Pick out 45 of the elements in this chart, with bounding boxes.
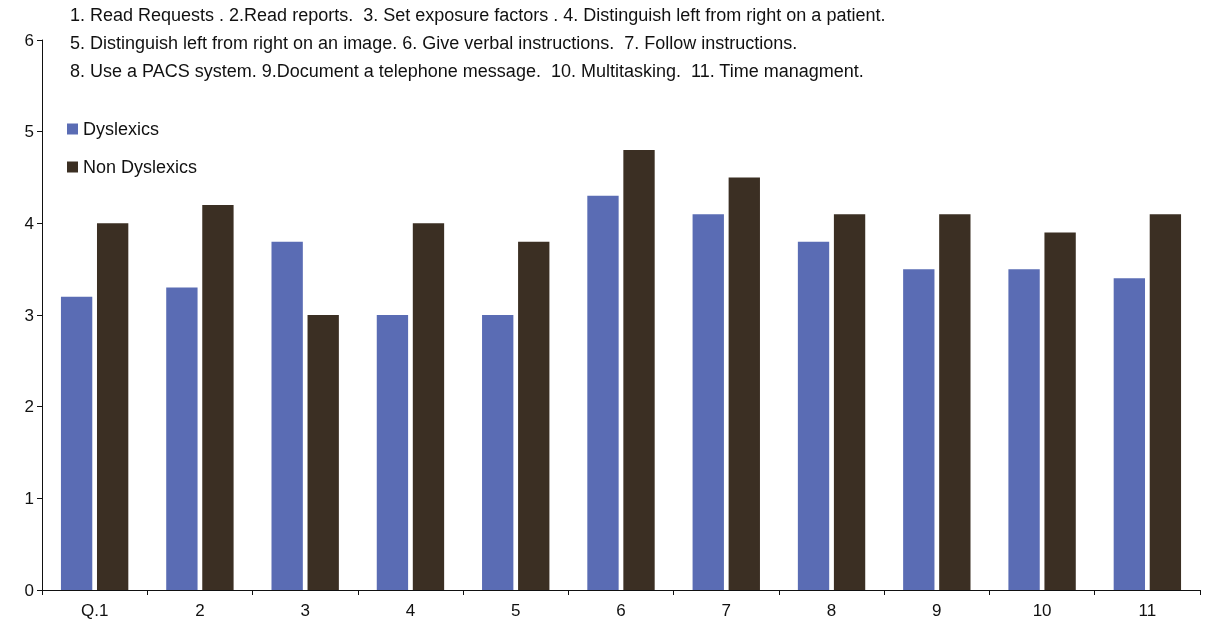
bar: [1149, 214, 1182, 590]
bar: [1008, 269, 1040, 590]
x-tick-label: 6: [616, 601, 626, 620]
bar: [60, 296, 93, 590]
y-tick-label: 2: [24, 397, 34, 417]
bar: [271, 241, 303, 590]
x-tick-label: 11: [1138, 601, 1157, 620]
bar: [939, 214, 971, 590]
bar: [692, 214, 724, 590]
text: 1. Read Requests . 2.Read reports. 3. Set exposure factors . 4. Distinguish left from right on a patient.: [70, 5, 886, 25]
y-tick-label: 3: [24, 305, 34, 325]
bar: [797, 241, 830, 590]
y-tick-label: 1: [24, 488, 34, 508]
x-tick-label: 4: [405, 601, 416, 620]
legend-label: Non Dyslexics: [83, 157, 198, 177]
x-tick-label: 7: [721, 601, 732, 620]
bar: [96, 223, 129, 590]
bar: [587, 195, 619, 590]
x-tick-label: 2: [195, 601, 205, 620]
bar: [307, 315, 339, 590]
bar: [482, 315, 514, 590]
bar: [202, 205, 234, 590]
bar: [833, 214, 866, 590]
bar: [623, 150, 655, 590]
bar: [1113, 278, 1146, 590]
x-tick-label: 3: [300, 601, 310, 620]
bar: [518, 241, 550, 590]
bar: [1044, 232, 1076, 590]
x-tick-label: 10: [1032, 601, 1052, 620]
bar: [728, 177, 760, 590]
legend-label: Dyslexics: [83, 119, 160, 139]
y-tick-label: 0: [24, 580, 34, 600]
x-tick-label: Q.1: [80, 601, 109, 620]
y-tick-label: 4: [24, 213, 34, 233]
bar: [166, 287, 198, 590]
x-tick-label: 9: [932, 601, 942, 620]
x-tick-label: 5: [510, 601, 521, 620]
y-tick-label: 6: [24, 30, 34, 50]
bar: [412, 223, 445, 590]
bar: [903, 269, 935, 590]
annotation: 8. Use a PACS system. 9.Document a telephone message. 10. Multitasking. 11. Time managment.: [70, 61, 864, 81]
bar: [376, 315, 409, 590]
annotation: 5. Distinguish left from right on an image. 6. Give verbal instructions. 7. Follow instructions.: [70, 33, 798, 53]
y-tick-label: 5: [24, 122, 34, 142]
x-tick-label: 8: [826, 601, 837, 620]
